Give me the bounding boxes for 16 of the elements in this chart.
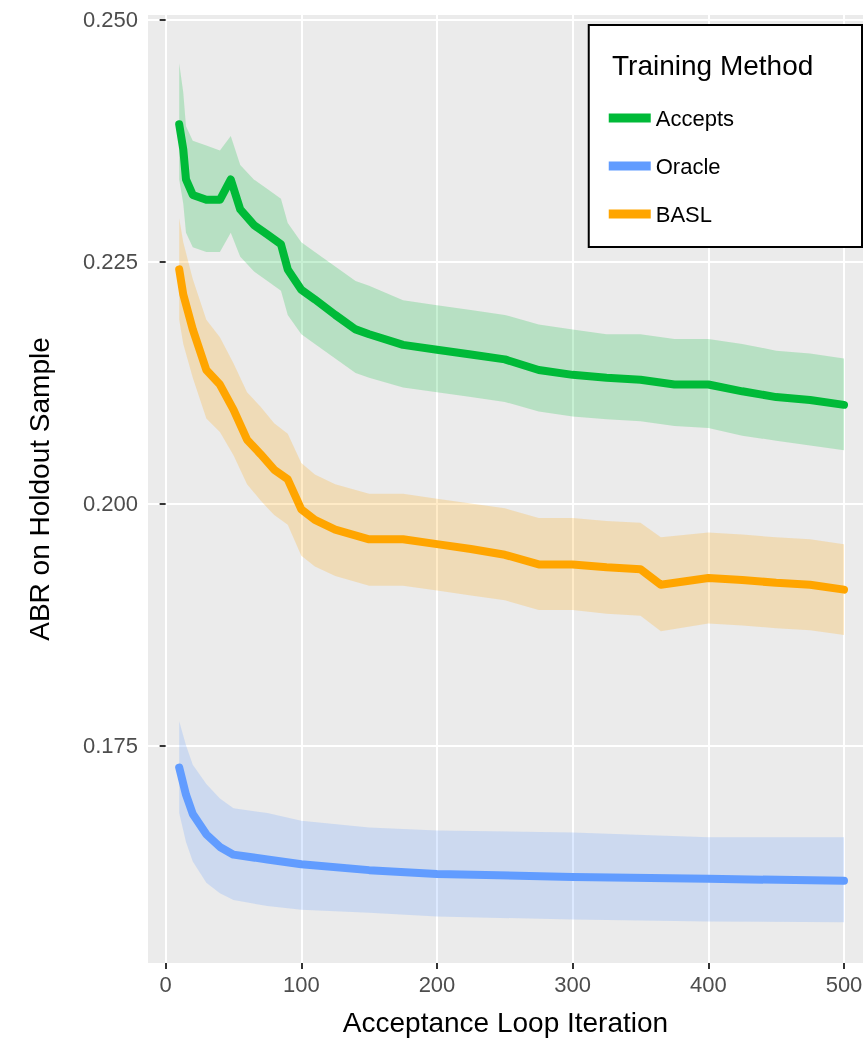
x-tick-label: 0 bbox=[159, 971, 172, 997]
y-tick-label: 0.250 bbox=[82, 7, 138, 33]
y-tick-label: 0.225 bbox=[82, 249, 138, 275]
x-tick-label: 400 bbox=[689, 971, 727, 997]
x-tick-label: 200 bbox=[418, 971, 456, 997]
y-tick-label: 0.200 bbox=[82, 491, 138, 517]
x-tick-label: 300 bbox=[554, 971, 592, 997]
y-axis-title: ABR on Holdout Sample bbox=[23, 337, 55, 641]
y-tick-label: 0.175 bbox=[82, 732, 138, 758]
legend-label: Oracle bbox=[655, 153, 721, 179]
legend-title: Training Method bbox=[612, 49, 814, 81]
x-tick-label: 500 bbox=[825, 971, 863, 997]
legend-label: Accepts bbox=[655, 105, 735, 131]
x-tick-label: 100 bbox=[282, 971, 320, 997]
x-axis-title: Acceptance Loop Iteration bbox=[342, 1006, 669, 1038]
legend-label: BASL bbox=[655, 201, 713, 227]
